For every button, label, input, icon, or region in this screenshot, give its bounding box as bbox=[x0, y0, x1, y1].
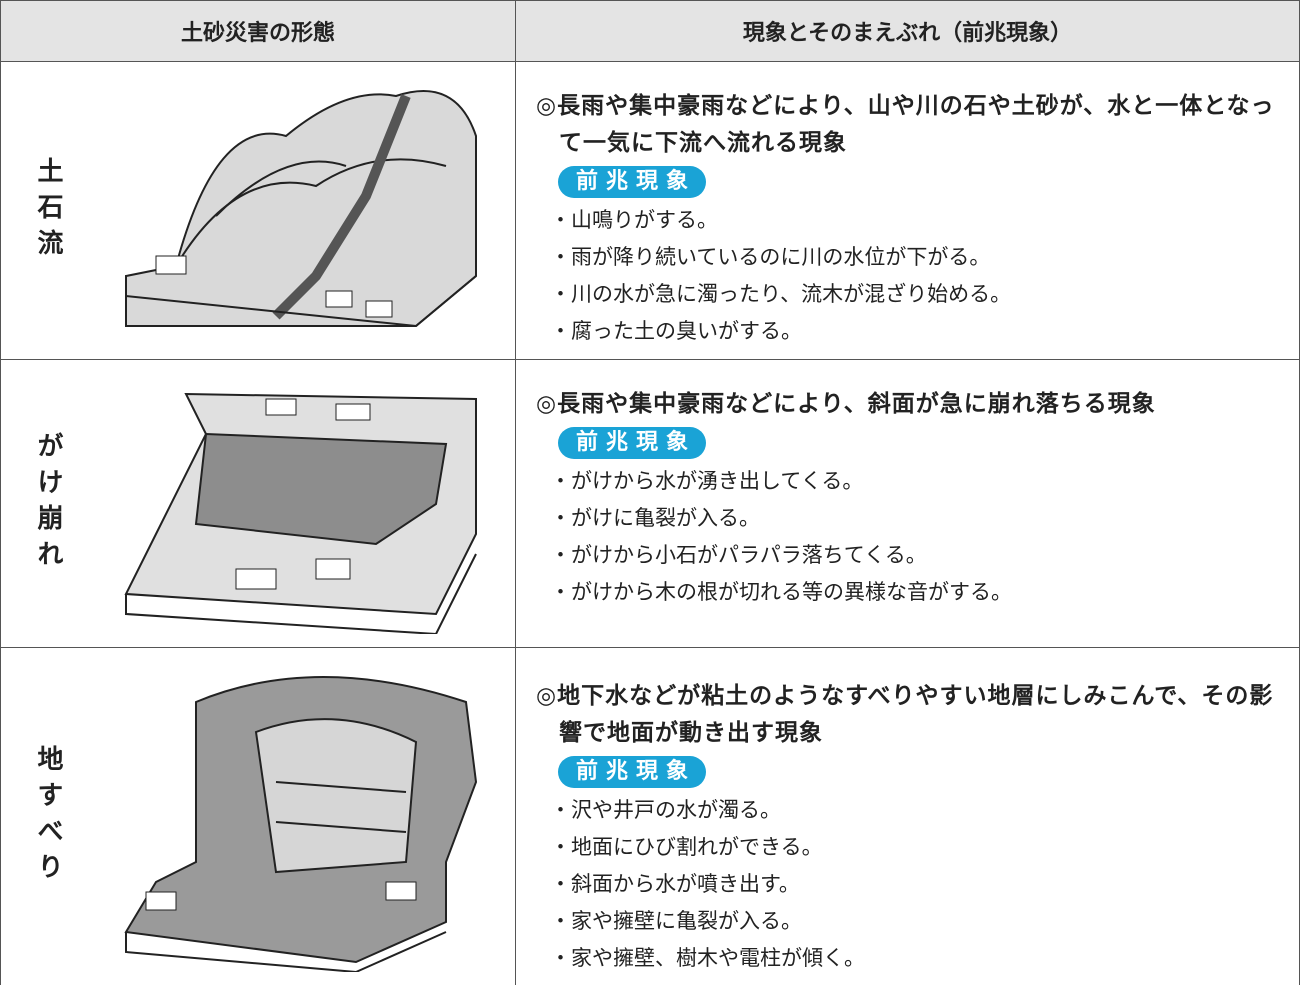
sign-item: ・雨が降り続いているのに川の水位が下がる。 bbox=[550, 245, 991, 269]
sign-item: ・斜面から水が噴き出す。 bbox=[550, 872, 800, 896]
description: ◎長雨や集中豪雨などにより、山や川の石や土砂が、水と一体となって一気に下流へ流れ… bbox=[536, 93, 1275, 156]
description-cell: ◎長雨や集中豪雨などにより、山や川の石や土砂が、水と一体となって一気に下流へ流れ… bbox=[516, 62, 1299, 359]
sign-item: ・家や擁壁に亀裂が入る。 bbox=[550, 909, 802, 933]
sign-item: ・がけに亀裂が入る。 bbox=[550, 506, 760, 530]
sign-item: ・山鳴りがする。 bbox=[550, 208, 718, 232]
illustration-cell bbox=[96, 648, 516, 985]
sign-item: ・川の水が急に濁ったり、流木が混ざり始める。 bbox=[550, 282, 1012, 306]
type-cell: 地すべり bbox=[1, 648, 96, 985]
description: ◎地下水などが粘土のようなすべりやすい地層にしみこんで、その影響で地面が動き出す… bbox=[536, 683, 1274, 746]
type-name: 土石流 bbox=[33, 156, 63, 265]
badge: 前兆現象 bbox=[558, 166, 707, 198]
type-name: 地すべり bbox=[33, 744, 63, 889]
illustration-cell bbox=[96, 360, 516, 647]
sign-item: ・がけから水が湧き出してくる。 bbox=[550, 469, 864, 493]
illustration bbox=[124, 89, 477, 327]
description: ◎長雨や集中豪雨などにより、斜面が急に崩れ落ちる現象 bbox=[536, 391, 1156, 417]
header-cell: 土砂災害の形態 bbox=[1, 1, 516, 61]
sign-item: ・がけから木の根が切れる等の異様な音がする。 bbox=[550, 580, 1012, 604]
sign-item: ・腐った土の臭いがする。 bbox=[550, 319, 802, 343]
badge: 前兆現象 bbox=[558, 756, 707, 788]
header-cell: 現象とそのまえぶれ（前兆現象） bbox=[742, 21, 1073, 46]
type-cell: 土石流 bbox=[1, 62, 96, 359]
sign-item: ・沢や井戸の水が濁る。 bbox=[550, 798, 781, 822]
table-row: 地すべり ◎地下水などが粘土のようなすべりやすい地層にしみこんで、その影響で地面… bbox=[0, 648, 1300, 985]
header-row: 土砂災害の形態 現象とそのまえぶれ（前兆現象） bbox=[0, 0, 1300, 62]
description-cell: ◎長雨や集中豪雨などにより、斜面が急に崩れ落ちる現象前兆現象・がけから水が湧き出… bbox=[516, 360, 1299, 647]
sign-item: ・地面にひび割れができる。 bbox=[550, 835, 823, 859]
type-name: がけ崩れ bbox=[33, 431, 63, 576]
illustration bbox=[123, 392, 477, 634]
illustration-cell bbox=[96, 62, 516, 359]
sign-item: ・家や擁壁、樹木や電柱が傾く。 bbox=[550, 946, 865, 970]
type-cell: がけ崩れ bbox=[1, 360, 96, 647]
sign-item: ・がけから小石がパラパラ落ちてくる。 bbox=[550, 543, 927, 567]
rows: 土石流 ◎長雨や集中豪雨などにより、山や川の石や土砂が、水と一体となって一気に下… bbox=[0, 62, 1300, 985]
description-cell: ◎地下水などが粘土のようなすべりやすい地層にしみこんで、その影響で地面が動き出す… bbox=[516, 648, 1299, 985]
table-row: 土石流 ◎長雨や集中豪雨などにより、山や川の石や土砂が、水と一体となって一気に下… bbox=[0, 62, 1300, 360]
table-row: がけ崩れ ◎長雨や集中豪雨などにより、斜面が急に崩れ落ちる現象前兆現象・がけから… bbox=[0, 360, 1300, 648]
badge: 前兆現象 bbox=[558, 427, 707, 459]
illustration bbox=[123, 675, 477, 972]
